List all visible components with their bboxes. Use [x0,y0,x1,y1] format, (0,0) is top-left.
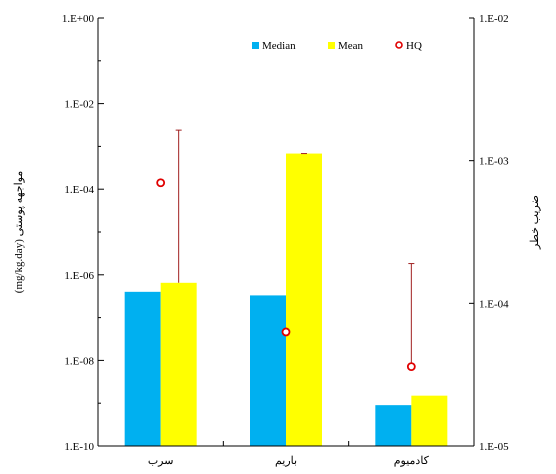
hq-point-0 [156,178,166,188]
y-left-tick-label: 1.E-10 [64,441,94,453]
legend: Median Mean HQ [252,40,422,52]
y-right-tick-label: 1.E-04 [479,298,509,310]
legend-label-hq: HQ [406,40,422,52]
bar-mean-0 [160,282,197,446]
bar-mean-1 [286,153,322,447]
hq-point-2 [406,362,416,372]
bar-median-2 [375,405,412,446]
y-left-tick-label: 1.E+00 [62,13,95,25]
y-axis-right-title: ضريب خطر [529,195,541,250]
bar-mean-2 [411,395,448,446]
y-right-tick-label: 1.E-02 [479,13,509,25]
y-axis-left-title: (mg/kg.day) مواجهه پوستی [13,171,25,294]
legend-label-median: Median [262,40,296,52]
y-left-tick-label: 1.E-04 [64,184,94,196]
legend-label-mean: Mean [338,40,364,52]
plot-area [124,129,448,447]
y-right-tick-label: 1.E-05 [479,441,509,453]
axes: 1.E-10 1.E-08 1.E-06 1.E-04 1.E-02 1.E+00 1.E-… [13,13,541,467]
bar-median-1 [250,295,286,446]
y-left-tick-label: 1.E-06 [64,270,94,282]
hq-point-1 [281,327,291,337]
x-category-label: سرب [148,455,174,467]
legend-swatch-median [252,42,259,49]
x-category-label: باريم [275,455,297,467]
y-left-tick-label: 1.E-02 [64,99,94,111]
x-category-label: كادميوم [394,455,430,467]
y-left-tick-label: 1.E-08 [64,355,94,367]
legend-marker-hq [395,41,403,49]
bar-median-0 [124,291,161,446]
legend-swatch-mean [328,42,335,49]
y-right-tick-label: 1.E-03 [479,156,509,168]
